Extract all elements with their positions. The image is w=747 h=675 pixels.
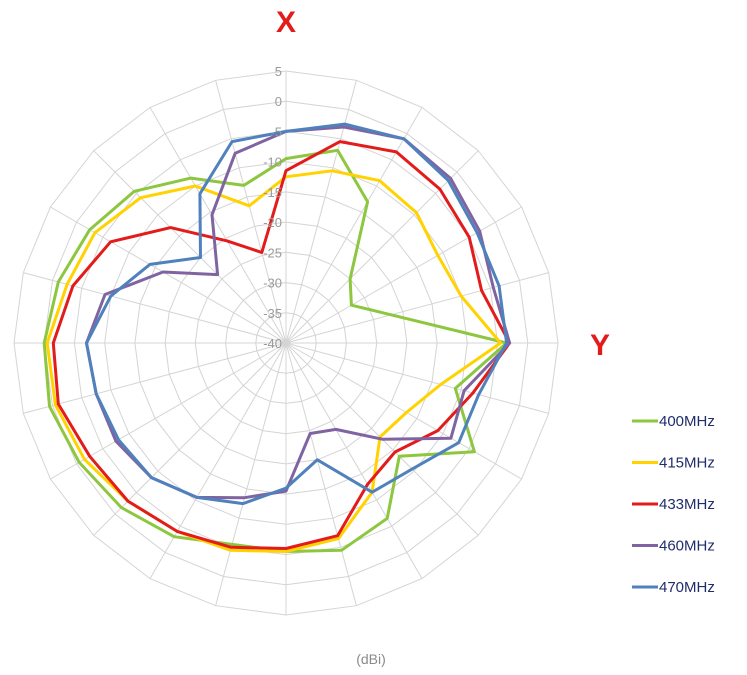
radial-tick-label: -30	[263, 276, 282, 291]
unit-label: (dBi)	[356, 651, 386, 667]
radial-tick-label: -5	[270, 124, 282, 139]
legend-label: 400MHz	[659, 413, 715, 430]
radial-tick-label: -10	[263, 155, 282, 170]
series-lines	[42, 122, 512, 553]
grid-spoke	[285, 206, 522, 344]
grid-spoke	[93, 150, 287, 344]
series-line-433mhz	[51, 140, 512, 550]
y-direction-label: Y	[590, 329, 610, 362]
legend: 400MHz 415MHz 433MHz 460MHz 470MHz	[632, 413, 715, 596]
grid-spoke	[285, 342, 549, 414]
grid-spoke	[149, 342, 287, 579]
grid-spoke	[23, 342, 287, 414]
grid-spoke	[285, 272, 549, 344]
grid-spoke	[285, 150, 479, 344]
series-line-470mhz	[85, 122, 509, 506]
grid-spoke	[23, 272, 287, 344]
grid-spoke	[285, 342, 522, 480]
radar-grid	[13, 70, 559, 616]
series-line-415mhz	[45, 169, 503, 553]
grid-spoke	[285, 342, 357, 606]
legend-label: 433MHz	[659, 496, 715, 513]
legend-label: 415MHz	[659, 455, 715, 472]
legend-label: 470MHz	[659, 579, 715, 596]
grid-spoke	[285, 107, 423, 344]
x-direction-label: X	[276, 6, 296, 39]
radial-tick-label: -40	[263, 336, 282, 351]
radial-tick-label: -25	[263, 245, 282, 260]
grid-spoke	[285, 80, 357, 344]
grid-spoke	[215, 342, 287, 606]
grid-spoke	[215, 80, 287, 344]
radial-tick-label: 0	[275, 94, 282, 109]
radial-tick-label: -35	[263, 306, 282, 321]
radial-tick-label: 5	[275, 64, 282, 79]
radial-tick-labels: 5 0 -5 -10 -15 -20 -25 -30 -35 -40	[263, 64, 282, 351]
radial-tick-label: -20	[263, 215, 282, 230]
grid-spoke	[285, 342, 423, 579]
grid-spoke	[93, 342, 287, 536]
legend-label: 460MHz	[659, 538, 715, 555]
grid-spoke	[149, 107, 287, 344]
radial-tick-label: -15	[263, 185, 282, 200]
series-line-460mhz	[85, 125, 512, 500]
